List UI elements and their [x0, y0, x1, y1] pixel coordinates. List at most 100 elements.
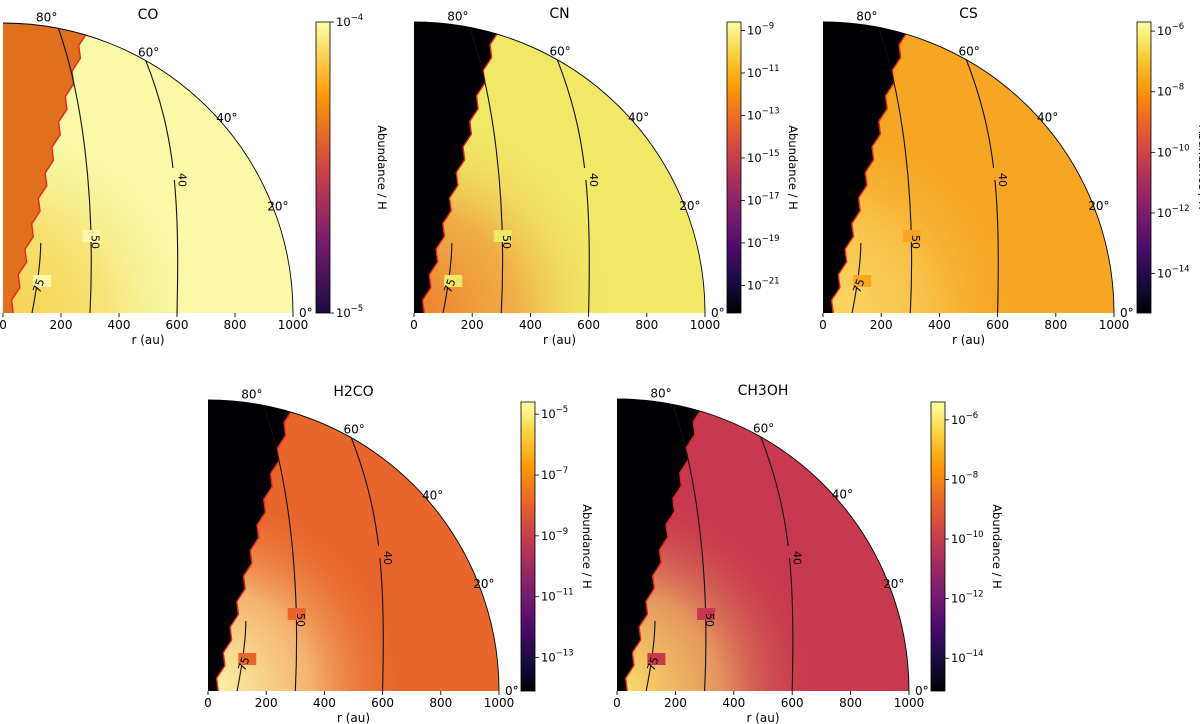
colorbar-tick-label: 10−8: [951, 470, 978, 486]
colorbar-tick-label: 10−21: [747, 276, 780, 292]
colorbar: [930, 401, 946, 692]
contour-label: 75: [850, 277, 867, 295]
contour-50: [469, 27, 504, 313]
colorbar-tick-label: 10−12: [1157, 204, 1190, 220]
colorbar-tick-label: 10−12: [951, 590, 984, 606]
contour-label: 40: [791, 551, 804, 565]
x-tick-label: 600: [577, 318, 600, 332]
x-tick-label: 0: [204, 696, 212, 710]
colorbar-tick-label: 10−19: [747, 234, 780, 250]
x-tick-label: 800: [635, 318, 658, 332]
contour-label-bg: [238, 653, 257, 665]
colorbar-label: Abundance / H: [786, 125, 800, 210]
panel-cs: 75 50 40 CS 80° 60° 40° 20° 0° 0 200 400 600 800 1000 r…: [819, 6, 1200, 347]
contour-label: 50: [909, 235, 922, 249]
contour-label-bg: [287, 608, 306, 620]
colorbar-label: Abundance / H: [580, 504, 594, 589]
colorbar-tick-label: 10−13: [747, 106, 780, 122]
colorbar-label: Abundance / H: [375, 125, 389, 210]
angle-label: 60°: [138, 45, 159, 59]
contour-50: [878, 27, 913, 313]
map-body: [208, 400, 499, 691]
x-tick-label: 600: [166, 318, 189, 332]
x-tick-label: 0: [0, 318, 7, 332]
angle-label: 40°: [422, 488, 443, 502]
colorbar-tick-label: 10−4: [336, 13, 363, 29]
x-tick-label: 600: [371, 696, 394, 710]
x-axis-label: r (au): [952, 333, 985, 347]
x-tick-label: 400: [928, 318, 951, 332]
angle-label: 40°: [216, 111, 237, 125]
angle-label: 80°: [650, 386, 671, 400]
panel-title: H2CO: [333, 384, 373, 400]
contour-75: [645, 620, 656, 691]
x-tick-label: 800: [1044, 318, 1067, 332]
colorbar-tick-label: 10−5: [541, 405, 568, 421]
x-tick-label: 200: [461, 318, 484, 332]
contour-75: [442, 242, 453, 313]
contour-label: 40: [381, 551, 394, 565]
angle-label: 60°: [344, 423, 365, 437]
x-tick-label: 1000: [484, 696, 515, 710]
angle-label: 20°: [1088, 199, 1109, 213]
outflow-cavity: [208, 400, 302, 691]
angle-label: 0°: [505, 684, 519, 698]
contour-label-bg: [169, 168, 188, 180]
outflow-cavity: [617, 399, 711, 691]
x-tick-label: 200: [50, 318, 73, 332]
x-tick-label: 0: [410, 318, 418, 332]
contour-label: 50: [703, 613, 716, 627]
angle-label: 60°: [550, 45, 571, 59]
angle-label: 80°: [36, 10, 57, 24]
angle-label: 60°: [959, 45, 980, 59]
x-tick-label: 800: [429, 696, 452, 710]
panel-title: CS: [959, 6, 978, 22]
colorbar-tick-label: 10−13: [541, 649, 574, 665]
colorbar: [726, 21, 742, 314]
x-axis-label: r (au): [337, 711, 370, 724]
contour-label-bg: [375, 546, 394, 558]
x-tick-label: 400: [108, 318, 131, 332]
contour-label-bg: [697, 608, 716, 620]
x-tick-label: 1000: [690, 318, 721, 332]
colorbar-tick-label: 10−10: [1157, 143, 1190, 159]
outer-arc: [207, 399, 500, 692]
panel-ch3oh: 75 50 40 CH3OH 80° 60° 40° 20° 0° 0 200 400 600 800 10…: [613, 383, 1004, 724]
x-tick-label: 200: [664, 696, 687, 710]
contour-label-bg: [444, 275, 463, 287]
contour-label: 40: [996, 173, 1009, 187]
colorbar-tick-label: 10−14: [1157, 265, 1190, 281]
contour-label-bg: [853, 275, 872, 287]
angle-label: 0°: [915, 684, 929, 698]
angle-label: 80°: [447, 9, 468, 23]
x-tick-label: 400: [313, 696, 336, 710]
panel-co: 75 50 40 CO 80° 60° 40° 20° 0° 0 200 400 600 800 1000 r…: [0, 7, 389, 347]
outer-arc: [2, 22, 294, 314]
colorbar-tick-label: 10−6: [1157, 22, 1184, 38]
colorbar: [315, 21, 331, 314]
x-axis-label: r (au): [543, 333, 576, 347]
angle-label: 80°: [241, 387, 262, 401]
x-axis-label: r (au): [131, 333, 164, 347]
x-tick-label: 0: [819, 318, 827, 332]
x-tick-label: 1000: [278, 318, 309, 332]
map-body: [3, 23, 293, 313]
contour-label: 50: [500, 235, 513, 249]
panel-h2co: 75 50 40 H2CO 80° 60° 40° 20° 0° 0 200 400 600 800 100…: [204, 384, 594, 724]
x-tick-label: 400: [722, 696, 745, 710]
angle-label: 20°: [883, 577, 904, 591]
x-tick-label: 200: [870, 318, 893, 332]
colorbar-tick-label: 10−5: [336, 304, 363, 320]
angle-label: 80°: [856, 9, 877, 23]
angle-label: 20°: [679, 199, 700, 213]
x-tick-label: 400: [519, 318, 542, 332]
outer-arc: [616, 398, 910, 692]
x-axis-label: r (au): [746, 711, 779, 724]
x-tick-label: 200: [255, 696, 278, 710]
angle-label: 40°: [832, 488, 853, 502]
map-body: [617, 399, 909, 691]
colorbar-tick-label: 10−10: [951, 530, 984, 546]
colorbar-tick-label: 10−14: [951, 649, 984, 665]
contour-label-bg: [33, 275, 52, 287]
contour-label-bg: [493, 230, 512, 242]
